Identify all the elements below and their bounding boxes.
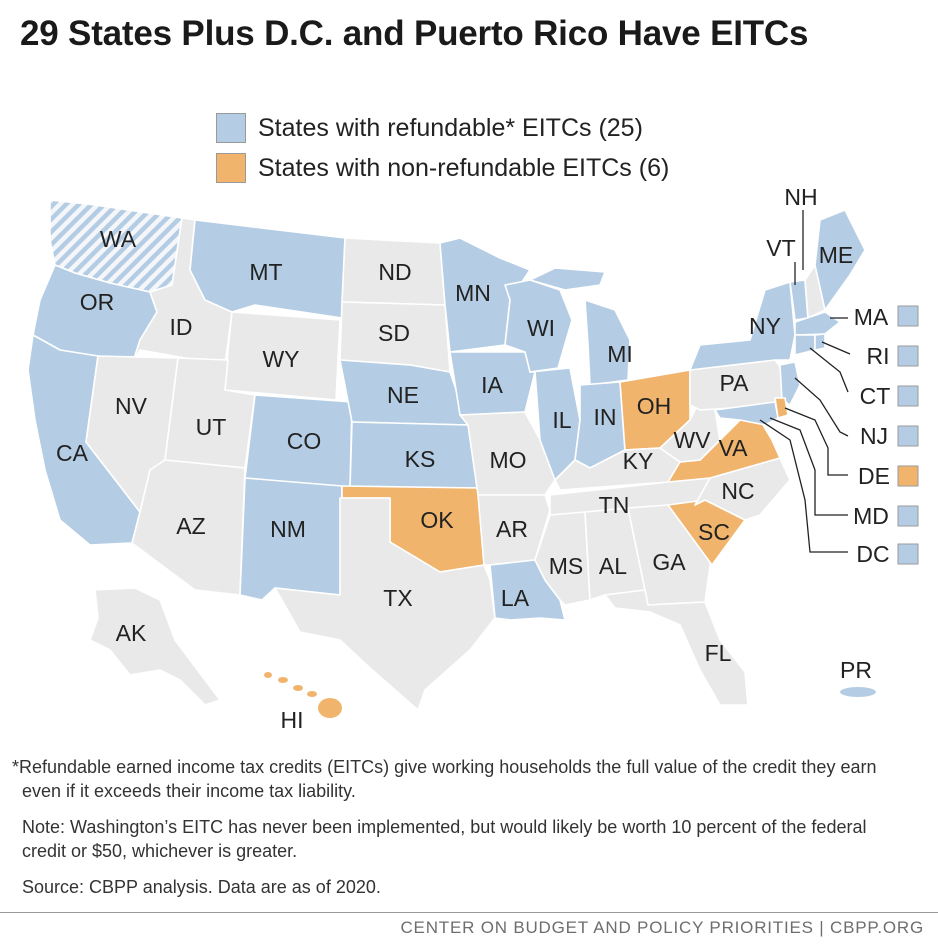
label-wa: WA bbox=[100, 226, 137, 252]
label-tx: TX bbox=[383, 585, 412, 611]
footnote: *Refundable earned income tax credits (E… bbox=[12, 757, 877, 801]
state-hi bbox=[264, 672, 342, 718]
label-nj: NJ bbox=[860, 423, 888, 449]
label-co: CO bbox=[287, 428, 322, 454]
state-ca bbox=[27, 334, 141, 546]
notes: *Refundable earned income tax credits (E… bbox=[12, 755, 902, 911]
legend-label-refundable: States with refundable* EITCs (25) bbox=[258, 113, 643, 142]
swatch-nj bbox=[897, 425, 919, 447]
label-nc: NC bbox=[721, 478, 754, 504]
swatch-dc bbox=[897, 543, 919, 565]
label-al: AL bbox=[599, 553, 627, 579]
label-pr: PR bbox=[840, 657, 872, 683]
label-ar: AR bbox=[496, 516, 528, 542]
label-nm: NM bbox=[270, 516, 306, 542]
label-oh: OH bbox=[637, 393, 672, 419]
label-pa: PA bbox=[720, 370, 750, 396]
label-ia: IA bbox=[481, 372, 503, 398]
state-ak bbox=[89, 587, 221, 706]
label-ga: GA bbox=[652, 549, 686, 575]
label-il: IL bbox=[552, 407, 571, 433]
label-va: VA bbox=[719, 435, 749, 461]
label-mn: MN bbox=[455, 280, 491, 306]
footer-credit: CENTER ON BUDGET AND POLICY PRIORITIES |… bbox=[400, 918, 924, 937]
label-ks: KS bbox=[405, 446, 436, 472]
label-ms: MS bbox=[549, 553, 584, 579]
label-ne: NE bbox=[387, 382, 419, 408]
legend: States with refundable* EITCs (25) State… bbox=[216, 110, 669, 190]
label-tn: TN bbox=[599, 492, 630, 518]
label-hi: HI bbox=[281, 707, 304, 733]
chart-title: 29 States Plus D.C. and Puerto Rico Have… bbox=[20, 14, 809, 53]
label-me: ME bbox=[819, 242, 854, 268]
label-fl: FL bbox=[705, 640, 732, 666]
label-md: MD bbox=[853, 503, 889, 529]
label-mo: MO bbox=[489, 447, 526, 473]
state-me bbox=[814, 209, 866, 311]
footer-divider bbox=[0, 912, 938, 913]
swatch-ri bbox=[897, 345, 919, 367]
state-wv bbox=[659, 399, 721, 463]
state-md bbox=[714, 401, 779, 426]
swatch-ma bbox=[897, 305, 919, 327]
label-ok: OK bbox=[420, 507, 454, 533]
label-mt: MT bbox=[249, 259, 282, 285]
state-ma bbox=[794, 311, 841, 336]
callout-swatches bbox=[897, 305, 919, 565]
label-ri: RI bbox=[867, 343, 890, 369]
label-in: IN bbox=[594, 404, 617, 430]
state-pr bbox=[840, 687, 876, 697]
label-ma: MA bbox=[854, 304, 889, 330]
source: Source: CBPP analysis. Data are as of 20… bbox=[22, 877, 381, 897]
label-id: ID bbox=[170, 314, 193, 340]
label-vt: VT bbox=[766, 235, 795, 261]
label-ct: CT bbox=[860, 383, 891, 409]
label-dc: DC bbox=[856, 541, 889, 567]
state-nj bbox=[779, 361, 801, 406]
label-ak: AK bbox=[116, 620, 147, 646]
state-ia bbox=[449, 351, 536, 416]
note: Note: Washington’s EITC has never been i… bbox=[22, 817, 867, 861]
label-sc: SC bbox=[698, 519, 730, 545]
state-fl bbox=[604, 589, 749, 706]
swatch-de bbox=[897, 465, 919, 487]
legend-label-nonrefundable: States with non-refundable EITCs (6) bbox=[258, 153, 670, 182]
legend-swatch-refundable bbox=[216, 113, 246, 143]
state-tx bbox=[274, 497, 496, 711]
label-nh: NH bbox=[784, 184, 817, 210]
swatch-md bbox=[897, 505, 919, 527]
label-ut: UT bbox=[196, 414, 227, 440]
label-wi: WI bbox=[527, 315, 555, 341]
state-ct bbox=[794, 334, 816, 356]
legend-item-nonrefundable: States with non-refundable EITCs (6) bbox=[216, 150, 669, 186]
label-az: AZ bbox=[176, 513, 205, 539]
swatch-ct bbox=[897, 385, 919, 407]
state-wy bbox=[224, 311, 341, 401]
label-de: DE bbox=[858, 463, 890, 489]
state-mi-up bbox=[529, 267, 606, 291]
label-wy: WY bbox=[262, 346, 299, 372]
label-mi: MI bbox=[607, 341, 633, 367]
state-ri bbox=[814, 333, 826, 351]
label-ky: KY bbox=[623, 448, 654, 474]
legend-item-refundable: States with refundable* EITCs (25) bbox=[216, 110, 669, 146]
label-sd: SD bbox=[378, 320, 410, 346]
label-la: LA bbox=[501, 585, 530, 611]
label-wv: WV bbox=[673, 427, 711, 453]
state-mo bbox=[459, 411, 556, 496]
label-or: OR bbox=[80, 289, 115, 315]
callout-lines bbox=[759, 210, 851, 553]
label-nd: ND bbox=[378, 259, 411, 285]
label-nv: NV bbox=[115, 393, 148, 419]
label-ny: NY bbox=[749, 313, 781, 339]
label-ca: CA bbox=[56, 440, 89, 466]
us-eitc-map: WA OR CA ID NV MT WY UT AZ CO NM ND SD N… bbox=[27, 184, 919, 733]
legend-swatch-nonrefundable bbox=[216, 153, 246, 183]
